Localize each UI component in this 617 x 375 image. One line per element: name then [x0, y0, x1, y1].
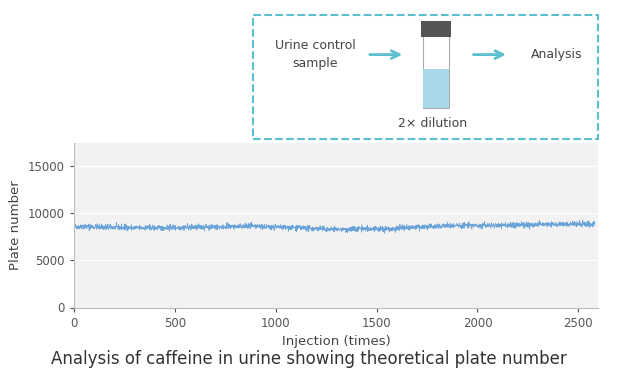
- X-axis label: Injection (times): Injection (times): [282, 335, 391, 348]
- Text: 2× dilution: 2× dilution: [398, 117, 467, 130]
- Text: Analysis: Analysis: [531, 48, 583, 61]
- Text: Urine control
sample: Urine control sample: [275, 39, 355, 70]
- Bar: [423, 69, 449, 108]
- Text: Analysis of caffeine in urine showing theoretical plate number: Analysis of caffeine in urine showing th…: [51, 350, 566, 368]
- Y-axis label: Plate number: Plate number: [9, 180, 22, 270]
- Bar: [423, 21, 449, 108]
- Bar: [421, 21, 451, 37]
